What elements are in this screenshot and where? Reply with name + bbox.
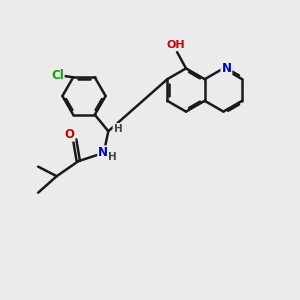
- Text: H: H: [108, 152, 117, 162]
- Text: OH: OH: [166, 40, 185, 50]
- Text: N: N: [221, 62, 231, 75]
- Text: N: N: [98, 146, 108, 159]
- Text: Cl: Cl: [51, 69, 64, 82]
- Text: O: O: [64, 128, 74, 141]
- Text: H: H: [113, 124, 122, 134]
